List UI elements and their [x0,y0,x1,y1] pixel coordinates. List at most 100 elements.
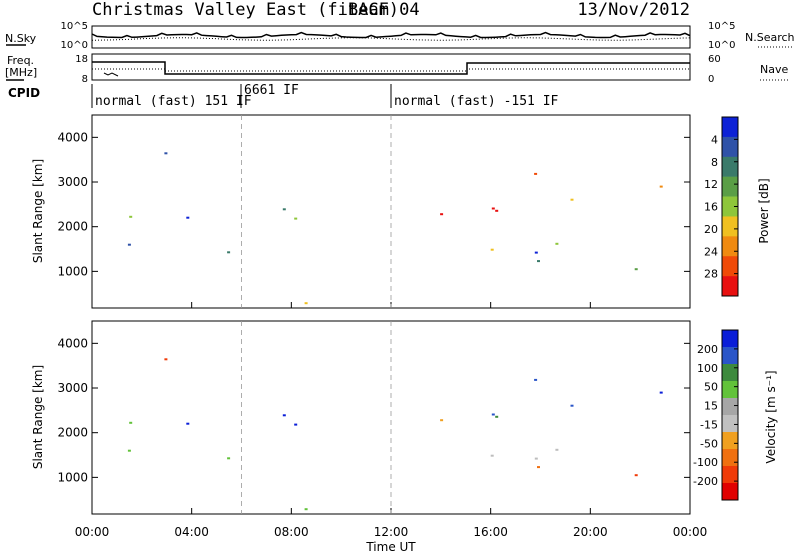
power-data-layer [127,152,663,305]
velocity-cell [186,422,190,425]
velocity-colorbar-tick-label: -15 [700,418,718,431]
velocity-y-tick-label: 4000 [57,336,88,350]
velocity-colorbar-swatch [722,449,738,467]
noise-panel: N.Sky 10^5 10^0 10^5 10^0 N.Search [5,21,795,51]
velocity-colorbar: 200 100 50 15 -15 -50 -100 -200 [693,329,739,501]
power-y-tick-label: 3000 [57,175,88,189]
power-cell [186,216,190,219]
noise-left-tick-bottom: 10^0 [61,40,88,51]
velocity-cell [534,378,538,381]
velocity-y-tick-label: 2000 [57,426,88,440]
time-tick-label: 08:00 [274,525,309,539]
velocity-colorbar-swatch [722,381,738,399]
velocity-cell [304,508,308,511]
velocity-cell [659,391,663,394]
power-axis-ticks: 1000 2000 3000 4000 [57,115,691,308]
noise-right-label: N.Search [745,31,795,44]
velocity-cell [164,358,168,361]
time-tick-label: 20:00 [573,525,608,539]
power-colorbar-tick-label: 4 [711,133,718,146]
velocity-colorbar-tick-label: -50 [700,437,718,450]
power-panel: 1000 2000 3000 4000 Slant Range [km] 4 8 12 16… [31,114,771,309]
power-colorbar-swatch [722,256,738,277]
power-cell [227,251,231,254]
velocity-colorbar-tick-label: -100 [693,456,718,469]
power-cell [129,215,133,218]
power-cell [570,198,574,201]
power-cell [495,209,499,212]
power-y-axis-label: Slant Range [km] [31,159,45,263]
cpid-segment-2: normal (fast) -151 IF [394,94,559,109]
cpid-label: CPID [8,86,40,100]
velocity-data-layer [127,358,663,511]
velocity-cell [129,421,133,424]
velocity-cell [495,415,499,418]
noise-sky-trace [91,31,691,39]
time-tick-label: 16:00 [473,525,508,539]
freq-panel-frame [91,53,691,81]
time-tick-label: 12:00 [374,525,409,539]
velocity-colorbar-swatch [722,483,738,501]
velocity-cell [534,457,538,460]
velocity-cell [570,404,574,407]
cpid-row: CPID normal (fast) 151 IF 6661 IF normal… [8,83,559,109]
velocity-colorbar-swatch [722,466,738,484]
velocity-colorbar-swatch [722,347,738,365]
freq-left-label: Freq. [7,54,34,67]
power-cell [659,185,663,188]
freq-panel: Freq. [MHz] 18 8 60 0 Nave [5,53,788,85]
power-cell [491,207,495,210]
velocity-colorbar-tick-label: 200 [697,343,718,356]
beam-label: Beam 04 [348,0,420,20]
power-cell [634,268,638,271]
cpid-segment-1: 6661 IF [244,83,299,98]
power-cell [537,260,540,263]
velocity-colorbar-swatch [722,415,738,433]
power-colorbar-swatch [722,156,738,177]
power-cell [164,152,168,155]
velocity-colorbar-swatch [722,364,738,382]
power-cell [282,208,286,211]
velocity-cell [440,419,444,422]
power-cell [304,302,308,305]
freq-trace [92,61,690,75]
time-axis-label: Time UT [365,540,416,554]
noise-right-tick-top: 10^5 [708,21,735,32]
velocity-colorbar-swatch [722,398,738,416]
freq-left-unit: [MHz] [5,66,37,79]
velocity-cell [490,454,494,457]
power-colorbar-swatch [722,117,738,138]
velocity-colorbar-swatch [722,432,738,450]
power-cell [294,217,298,220]
power-y-tick-label: 1000 [57,264,88,278]
power-colorbar-swatch [722,136,738,158]
power-cell [127,243,131,246]
velocity-colorbar-tick-label: 100 [697,362,718,375]
velocity-cell [491,413,495,416]
velocity-y-tick-label: 1000 [57,470,88,484]
time-tick-label: 00:00 [673,525,708,539]
power-colorbar-tick-label: 24 [704,245,718,258]
nave-trace [92,68,690,72]
freq-left-tick-bottom: 8 [82,74,88,85]
power-colorbar-tick-label: 28 [704,268,718,281]
velocity-panel: 1000 2000 3000 4000 Slant Range [km] 200 100… [31,320,778,515]
cpid-segment-0: normal (fast) 151 IF [95,94,252,109]
nave-right-tick-bottom: 0 [708,74,714,85]
velocity-cell [227,457,231,460]
velocity-cell [282,414,286,417]
freq-spike-trace [103,72,119,77]
power-colorbar-swatch [722,196,738,217]
velocity-cell [537,466,540,469]
station-title: Christmas Valley East (fitACF) [92,0,399,20]
noise-left-label: N.Sky [5,32,37,45]
power-colorbar-swatch [722,216,738,237]
date-label: 13/Nov/2012 [577,0,690,20]
time-tick-label: 00:00 [75,525,110,539]
power-colorbar: 4 8 12 16 20 24 28 [704,116,739,297]
power-colorbar-swatch [722,176,738,197]
power-colorbar-swatch [722,276,738,297]
power-colorbar-tick-label: 20 [704,223,718,236]
time-axis-ticks: 00:00 04:00 08:00 12:00 16:00 20:00 00:00 [75,525,708,539]
